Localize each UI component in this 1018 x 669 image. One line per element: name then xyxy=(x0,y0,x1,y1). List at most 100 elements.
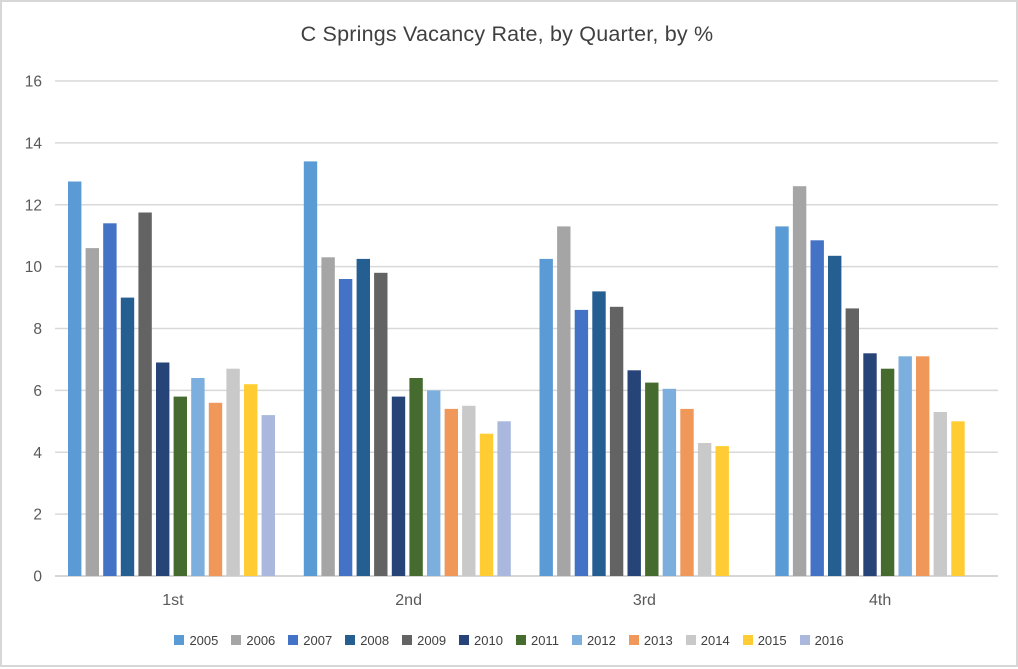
legend-item-2010[interactable]: 2010 xyxy=(459,633,503,648)
legend-swatch-icon xyxy=(799,635,810,645)
bar-2012-1st[interactable] xyxy=(191,378,205,576)
legend-item-2011[interactable]: 2011 xyxy=(515,632,559,648)
bar-2008-1st[interactable] xyxy=(120,297,135,576)
bar-2005-3rd[interactable] xyxy=(539,258,553,576)
bar-2005-2nd[interactable] xyxy=(303,161,318,576)
legend-swatch-icon xyxy=(742,635,753,645)
legend-item-2015[interactable]: 2015 xyxy=(742,632,787,648)
bar-2005-4th[interactable] xyxy=(775,226,789,576)
legend-label: 2016 xyxy=(814,632,844,648)
legend-swatch-icon xyxy=(685,635,696,645)
legend-swatch-icon xyxy=(571,635,582,645)
bar-2010-4th[interactable] xyxy=(863,353,877,577)
legend-label: 2009 xyxy=(417,632,447,648)
bar-2008-2nd[interactable] xyxy=(356,258,370,576)
bar-2015-2nd[interactable] xyxy=(479,433,494,576)
legend-label: 2006 xyxy=(246,632,276,648)
y-tick-label: 16 xyxy=(25,74,42,91)
legend-item-2014[interactable]: 2014 xyxy=(685,632,730,648)
bar-2010-2nd[interactable] xyxy=(391,396,406,576)
legend-label: 2011 xyxy=(530,632,559,648)
bar-2008-3rd[interactable] xyxy=(592,291,606,576)
bar-2008-4th[interactable] xyxy=(828,255,842,577)
y-tick-label: 14 xyxy=(25,135,43,152)
legend-swatch-icon xyxy=(402,635,413,645)
legend-label: 2010 xyxy=(474,632,503,648)
bar-2007-3rd[interactable] xyxy=(574,309,589,576)
bar-2009-4th[interactable] xyxy=(845,308,859,576)
bar-2005-1st[interactable] xyxy=(68,181,82,577)
legend-swatch-icon xyxy=(231,635,242,645)
legend-item-2009[interactable]: 2009 xyxy=(402,633,446,648)
bar-2006-3rd[interactable] xyxy=(557,226,571,576)
legend-item-2005[interactable]: 2005 xyxy=(174,633,218,648)
legend-swatch-icon xyxy=(288,635,299,645)
bar-2016-1st[interactable] xyxy=(261,415,275,576)
legend-swatch-icon xyxy=(628,635,639,645)
x-category-label: 4th xyxy=(869,592,891,609)
bar-2014-1st[interactable] xyxy=(226,368,240,576)
legend-label: 2014 xyxy=(700,632,730,648)
y-tick-label: 10 xyxy=(25,259,43,276)
bar-2009-3rd[interactable] xyxy=(609,306,624,576)
y-tick-label: 8 xyxy=(33,321,42,338)
legend-label: 2015 xyxy=(757,632,787,648)
bar-2006-1st[interactable] xyxy=(85,248,99,576)
bar-2015-3rd[interactable] xyxy=(715,446,729,576)
y-tick-label: 6 xyxy=(33,383,42,400)
bar-2012-2nd[interactable] xyxy=(427,390,441,576)
bar-2009-1st[interactable] xyxy=(138,212,152,577)
x-category-label: 1st xyxy=(162,592,184,609)
bar-2006-4th[interactable] xyxy=(792,186,807,576)
bar-2009-2nd[interactable] xyxy=(374,272,388,576)
bar-2011-1st[interactable] xyxy=(173,396,187,576)
bar-2014-4th[interactable] xyxy=(933,412,947,576)
legend-item-2012[interactable]: 2012 xyxy=(571,632,616,648)
bar-2006-2nd[interactable] xyxy=(321,257,335,576)
legend-swatch-icon xyxy=(515,635,526,645)
bar-2013-3rd[interactable] xyxy=(680,408,694,576)
legend-item-2007[interactable]: 2007 xyxy=(288,633,332,648)
bar-2011-4th[interactable] xyxy=(880,368,895,576)
x-category-label: 3rd xyxy=(633,592,656,609)
bar-2014-3rd[interactable] xyxy=(697,443,712,576)
bar-2010-1st[interactable] xyxy=(156,362,170,577)
bar-2012-3rd[interactable] xyxy=(662,388,677,576)
bar-2013-4th[interactable] xyxy=(916,356,930,576)
legend: 2005 2006 2007 2008 2009 2010 2011 2012 2013 2014… xyxy=(2,628,1016,652)
legend-label: 2007 xyxy=(303,632,333,648)
bar-2011-3rd[interactable] xyxy=(645,382,659,576)
legend-item-2016[interactable]: 2016 xyxy=(799,632,844,648)
bar-2012-4th[interactable] xyxy=(898,356,912,576)
legend-item-2013[interactable]: 2013 xyxy=(628,632,673,648)
bar-2013-2nd[interactable] xyxy=(444,408,458,576)
legend-swatch-icon xyxy=(174,635,185,645)
bar-2010-3rd[interactable] xyxy=(627,370,641,576)
legend-item-2006[interactable]: 2006 xyxy=(231,633,275,648)
chart-title: C Springs Vacancy Rate, by Quarter, by % xyxy=(300,22,714,46)
bar-2015-4th[interactable] xyxy=(951,421,965,576)
legend-label: 2012 xyxy=(586,632,616,648)
bar-2016-2nd[interactable] xyxy=(497,421,511,576)
y-tick-label: 12 xyxy=(25,197,42,214)
legend-label: 2008 xyxy=(360,632,390,648)
bar-2011-2nd[interactable] xyxy=(409,378,423,576)
bar-2007-1st[interactable] xyxy=(103,223,117,577)
y-tick-label: 4 xyxy=(33,445,42,462)
legend-swatch-icon xyxy=(345,635,356,645)
legend-item-2008[interactable]: 2008 xyxy=(345,633,389,648)
legend-label: 2013 xyxy=(643,632,673,648)
legend-label: 2005 xyxy=(189,632,219,648)
bar-2013-1st[interactable] xyxy=(208,402,223,577)
bar-2015-1st[interactable] xyxy=(244,384,258,576)
bar-2007-4th[interactable] xyxy=(810,240,824,577)
legend-swatch-icon xyxy=(459,635,470,645)
bar-2014-2nd[interactable] xyxy=(462,405,476,576)
y-tick-label: 0 xyxy=(33,569,42,586)
bar-2007-2nd[interactable] xyxy=(338,279,353,576)
x-category-label: 2nd xyxy=(395,592,422,609)
y-tick-label: 2 xyxy=(33,507,42,524)
